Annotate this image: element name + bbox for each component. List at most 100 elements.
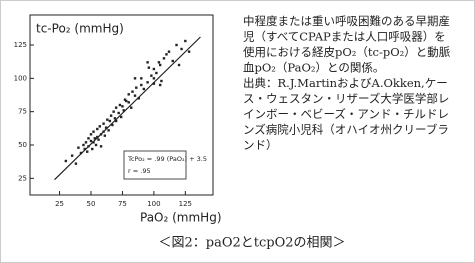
point <box>142 87 146 91</box>
point <box>93 137 96 140</box>
point <box>98 125 102 128</box>
point <box>180 47 183 51</box>
description-line: 中程度または重い呼吸困難のある早期産 <box>243 14 450 28</box>
point <box>109 114 113 117</box>
point <box>140 77 143 80</box>
point <box>114 106 118 109</box>
point <box>157 61 161 64</box>
point <box>74 162 78 165</box>
x-tick-label: 100 <box>147 200 160 208</box>
point <box>102 122 105 125</box>
point <box>146 61 149 64</box>
point <box>184 39 187 43</box>
point <box>83 147 86 151</box>
point <box>70 154 74 157</box>
point <box>64 159 68 163</box>
point <box>171 59 174 63</box>
point <box>92 130 95 133</box>
x-axis-title: PaO₂ (mmHg) <box>140 211 222 225</box>
point <box>87 137 90 140</box>
point <box>96 127 99 131</box>
description-line: ンド） <box>243 138 278 152</box>
point <box>131 90 134 93</box>
fit-box <box>123 150 187 180</box>
point <box>147 66 151 69</box>
y-tick-label: 100 <box>14 74 27 82</box>
point <box>112 110 115 113</box>
point <box>177 63 181 67</box>
point <box>91 147 94 151</box>
point <box>152 67 156 71</box>
point <box>111 123 114 127</box>
point <box>152 77 156 80</box>
point <box>87 145 90 148</box>
point <box>82 143 85 147</box>
point <box>79 151 83 155</box>
fit-equation: TcPo₂ = .99 (PaO₂) + 3.5 <box>127 155 207 163</box>
description-line: ス・ウェスタン・リザーズ大学医学部レ <box>243 92 449 106</box>
plot-frame <box>29 14 214 196</box>
description-line: 血pO₂（PaO₂）との関係。 <box>243 61 384 75</box>
point <box>152 82 156 85</box>
y-axis-title: tc-Po₂ (mmHg) <box>36 22 124 36</box>
point <box>104 126 108 129</box>
point <box>160 79 163 83</box>
point <box>107 129 110 132</box>
point <box>122 109 125 112</box>
point <box>137 97 140 100</box>
point <box>133 77 137 80</box>
point <box>99 133 103 136</box>
point <box>89 139 93 143</box>
fit-line <box>54 36 201 181</box>
description-line: 児（すべてCPAPまたは人口呼吸器）を <box>243 30 446 44</box>
y-tick-label: 50 <box>18 141 27 149</box>
point <box>118 103 122 107</box>
point <box>86 150 89 153</box>
x-tick-label: 125 <box>179 200 192 208</box>
point <box>130 106 133 109</box>
y-tick-label: 25 <box>18 174 27 182</box>
caption: ＜図2：paO2とtcpO2の相関＞ <box>158 236 345 251</box>
point <box>94 143 98 147</box>
point <box>114 119 118 123</box>
point <box>89 133 93 136</box>
x-tick-label: 75 <box>118 200 127 208</box>
point <box>167 50 171 53</box>
point <box>146 81 149 84</box>
point <box>155 71 158 75</box>
point <box>121 105 124 108</box>
point <box>97 138 100 141</box>
point <box>135 86 138 89</box>
point <box>150 74 153 77</box>
fit-r: r = .95 <box>128 167 151 175</box>
point <box>96 135 99 139</box>
y-tick-label: 75 <box>18 108 27 116</box>
x-tick-label: 50 <box>87 200 96 208</box>
point <box>106 118 109 121</box>
point <box>125 99 128 103</box>
point <box>133 94 137 97</box>
y-tick-label: 125 <box>14 41 27 49</box>
point <box>162 57 166 60</box>
point <box>187 50 191 53</box>
description-line: 出典：R.J.MartinおよびA.Okken,ケー <box>243 76 448 90</box>
point <box>165 53 168 56</box>
point <box>84 141 88 144</box>
point <box>158 83 162 87</box>
description: 中程度または重い呼吸困難のある早期産児（すべてCPAPまたは人口呼吸器）を使用に… <box>243 14 451 152</box>
description-line: ンズ病院小児科（オハイオ州クリーブラ <box>243 123 449 137</box>
point <box>103 134 107 137</box>
point <box>123 98 127 101</box>
x-tick-label: 25 <box>55 200 64 208</box>
description-line: 使用における経皮pO₂（tc-pO₂）と動脈 <box>243 45 451 59</box>
point <box>175 43 178 47</box>
description-line: インボー・ベビーズ・アンド・チルドレ <box>243 107 449 121</box>
point <box>102 130 105 133</box>
point <box>92 141 95 144</box>
point <box>140 83 143 87</box>
point <box>119 115 123 119</box>
point <box>77 146 80 149</box>
point <box>127 101 130 104</box>
